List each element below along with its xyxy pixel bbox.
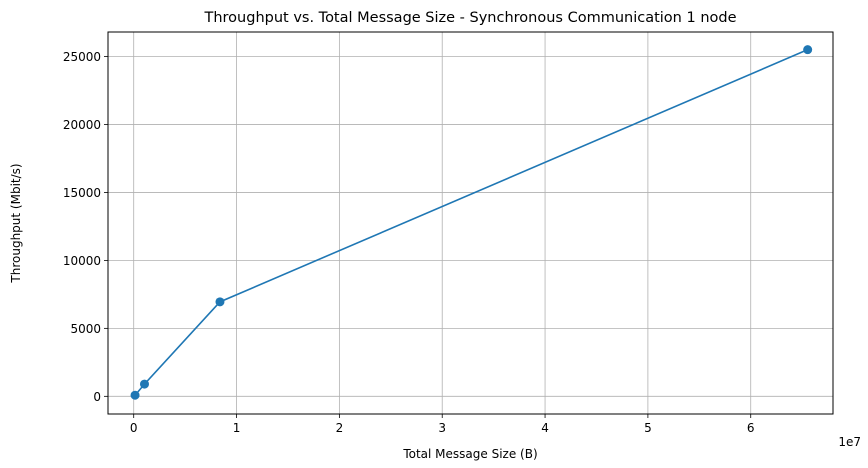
y-axis: 0 5000 10000 15000 20000 25000 — [63, 50, 108, 404]
y-tick-label: 0 — [93, 390, 101, 404]
data-point — [139, 379, 149, 389]
y-tick-label: 25000 — [63, 50, 101, 64]
x-axis-title: Total Message Size (B) — [402, 447, 537, 461]
x-axis: 0 1 2 3 4 5 6 — [130, 414, 755, 435]
x-tick-label: 1 — [233, 421, 241, 435]
data-point — [215, 297, 225, 307]
x-tick-label: 2 — [336, 421, 344, 435]
chart-title: Throughput vs. Total Message Size - Sync… — [203, 10, 736, 26]
series-group — [130, 45, 813, 400]
x-tick-label: 5 — [644, 421, 652, 435]
y-tick-label: 10000 — [63, 254, 101, 268]
y-axis-title: Throughput (Mbit/s) — [9, 163, 23, 283]
y-tick-label: 15000 — [63, 186, 101, 200]
data-point — [130, 390, 140, 400]
plot-area-frame — [107, 31, 834, 415]
x-axis-offset-label: 1e7 — [838, 435, 861, 449]
y-tick-label: 20000 — [63, 118, 101, 132]
x-tick-label: 6 — [747, 421, 755, 435]
y-tick-label: 5000 — [70, 322, 101, 336]
x-tick-label: 0 — [130, 421, 138, 435]
x-tick-label: 4 — [541, 421, 549, 435]
data-point — [803, 45, 813, 55]
grid — [108, 32, 833, 414]
x-tick-label: 3 — [438, 421, 446, 435]
series-line — [134, 48, 808, 396]
